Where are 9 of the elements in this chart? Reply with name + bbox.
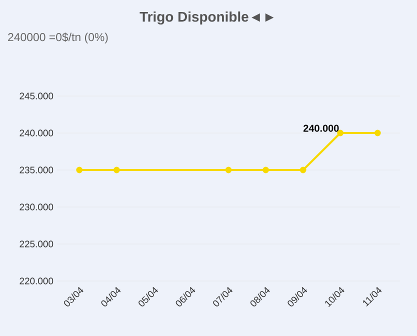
y-tick-label: 245.000 <box>20 92 54 100</box>
y-tick-label: 220.000 <box>20 278 54 284</box>
y-tick-label: 230.000 <box>20 204 54 210</box>
chart-subtitle: 240000 =0$/tn (0%) <box>8 32 108 44</box>
y-tick-label: 235.000 <box>20 166 54 174</box>
chart-title: Trigo Disponible◄► <box>140 11 274 25</box>
y-tick-label: 240.000 <box>20 130 54 136</box>
y-tick-label: 225.000 <box>20 240 54 248</box>
annotation: 240.000 <box>303 124 339 132</box>
